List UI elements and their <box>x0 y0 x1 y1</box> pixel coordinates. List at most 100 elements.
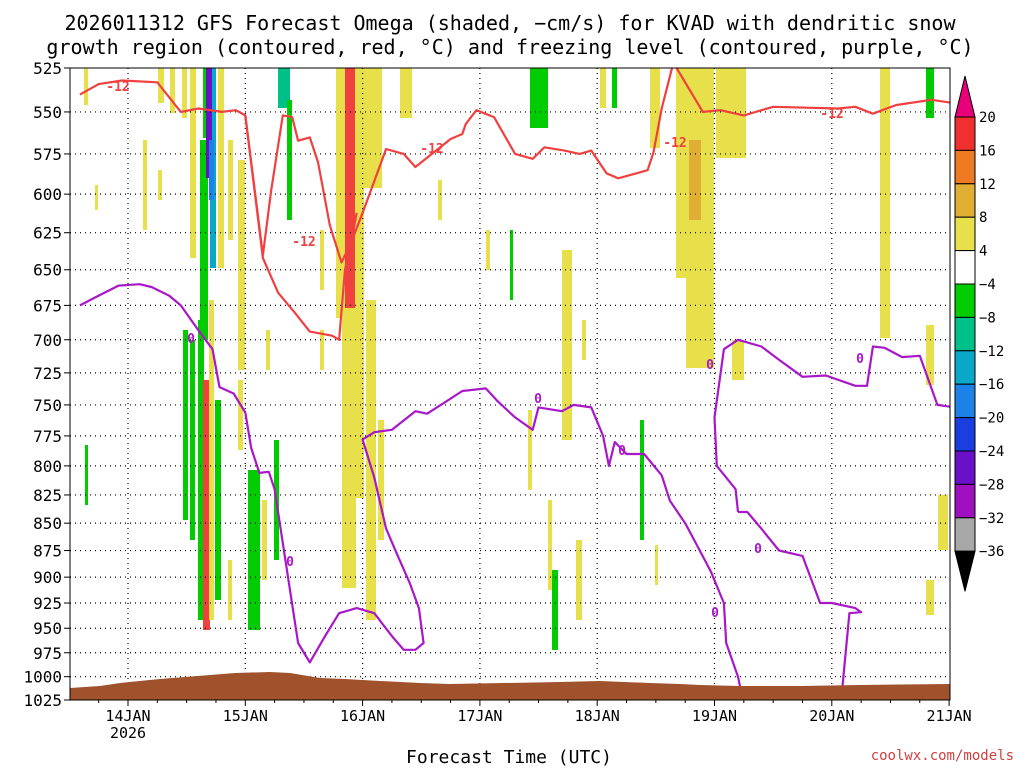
omega-cell <box>218 68 224 268</box>
omega-cell <box>655 545 658 585</box>
colorbar-label: 20 <box>979 110 996 126</box>
x-tick-label: 20JAN <box>809 707 854 725</box>
colorbar-label: 16 <box>979 143 996 159</box>
omega-cell <box>528 410 532 490</box>
omega-cell <box>530 68 548 128</box>
omega-cell <box>143 140 147 230</box>
omega-cell <box>938 495 948 550</box>
omega-cell <box>262 500 267 580</box>
omega-cell <box>228 140 233 240</box>
colorbar-cell <box>954 483 976 519</box>
colorbar-cell <box>954 517 976 552</box>
omega-cell <box>926 325 934 385</box>
omega-cell <box>266 330 270 370</box>
omega-cell <box>248 470 260 630</box>
contour-label-purple: 0 <box>286 555 294 570</box>
y-tick-label: 625 <box>33 224 62 243</box>
y-tick-label: 925 <box>33 594 62 613</box>
contour-line <box>738 510 863 700</box>
omega-cell <box>676 68 686 278</box>
omega-cell <box>203 380 210 630</box>
omega-cell <box>170 68 175 113</box>
y-tick-label: 1025 <box>23 691 62 710</box>
omega-cell <box>378 420 384 540</box>
contour-label-purple: 0 <box>534 392 542 407</box>
plot-frame <box>69 67 951 701</box>
omega-cell <box>215 400 221 600</box>
contour-label-red: -12 <box>420 142 443 157</box>
y-tick-label: 525 <box>33 59 62 78</box>
omega-cell <box>640 420 644 540</box>
omega-cell <box>238 160 245 370</box>
colorbar-label: 4 <box>979 244 987 260</box>
colorbar-cell <box>954 450 976 485</box>
omega-cell <box>576 540 582 620</box>
colorbar-label: −20 <box>979 411 1004 427</box>
contour-label-purple: 0 <box>187 332 195 347</box>
colorbar-cell <box>954 116 976 151</box>
y-tick-label: 875 <box>33 542 62 561</box>
omega-cell <box>85 445 88 505</box>
omega-cell <box>400 68 412 118</box>
y-tick-label: 700 <box>33 331 62 350</box>
omega-cell <box>203 68 206 138</box>
omega-cell <box>926 580 934 615</box>
omega-cell <box>345 68 355 308</box>
grid <box>70 68 950 700</box>
x-tick-label: 21JAN <box>927 707 972 725</box>
x-tick-label: 18JAN <box>575 707 620 725</box>
colorbar-cell <box>954 350 976 385</box>
omega-cell <box>198 320 204 620</box>
y-tick-label: 600 <box>33 185 62 204</box>
y-tick-label: 950 <box>33 619 62 638</box>
contour-label-red: -12 <box>820 107 843 122</box>
omega-cell <box>336 68 342 318</box>
colorbar-label: 8 <box>979 210 987 226</box>
contour-line <box>713 338 950 513</box>
x-axis-label: Forecast Time (UTC) <box>406 747 612 768</box>
omega-cell <box>732 340 744 380</box>
plot-area: -12 -12 -12 -12 -12 0 0 0 0 0 0 0 0 <box>69 67 951 701</box>
y-tick-label: 725 <box>33 364 62 383</box>
omega-cell <box>182 68 187 118</box>
y-tick-label: 575 <box>33 145 62 164</box>
colorbar-cell <box>954 250 976 285</box>
omega-cell <box>364 68 382 188</box>
y-tick-label: 675 <box>33 296 62 315</box>
omega-cell <box>510 230 513 300</box>
omega-cell <box>209 300 214 620</box>
x-axis-year-label: 2026 <box>110 724 146 742</box>
omega-cell <box>650 68 660 148</box>
colorbar-label: −4 <box>979 277 996 293</box>
y-axis: 525 550 575 600 625 650 675 700 725 750 775 800 825 8… <box>23 59 70 710</box>
omega-cell <box>600 68 606 108</box>
y-tick-label: 825 <box>33 486 62 505</box>
y-tick-label: 800 <box>33 457 62 476</box>
contour-line <box>79 283 744 700</box>
contour-label-purple: 0 <box>618 444 626 459</box>
omega-cell <box>287 100 292 220</box>
omega-cell <box>95 185 98 210</box>
omega-cell <box>582 320 586 360</box>
omega-cell <box>206 68 212 178</box>
contour-label-red: -12 <box>106 80 129 95</box>
omega-cell <box>190 68 196 258</box>
colorbar-cell <box>954 283 976 318</box>
chart-title-line1: 2026011312 GFS Forecast Omega (shaded, −… <box>64 11 956 35</box>
omega-cell <box>84 68 88 105</box>
y-tick-label: 975 <box>33 644 62 663</box>
y-tick-label: 550 <box>33 103 62 122</box>
omega-cell <box>366 300 376 620</box>
terrain <box>70 672 950 700</box>
omega-cell <box>926 68 934 118</box>
x-axis: 14JAN 15JAN 16JAN 17JAN 18JAN 19JAN 20JAN 21JAN <box>98 700 972 725</box>
colorbar-cell <box>954 417 976 452</box>
y-tick-label: 850 <box>33 514 62 533</box>
omega-cell <box>183 330 188 520</box>
contour-line <box>79 68 950 264</box>
colorbar-cell <box>954 183 976 218</box>
omega-cell <box>320 330 324 370</box>
x-tick-label: 19JAN <box>692 707 737 725</box>
colorbar-cell <box>954 316 976 352</box>
